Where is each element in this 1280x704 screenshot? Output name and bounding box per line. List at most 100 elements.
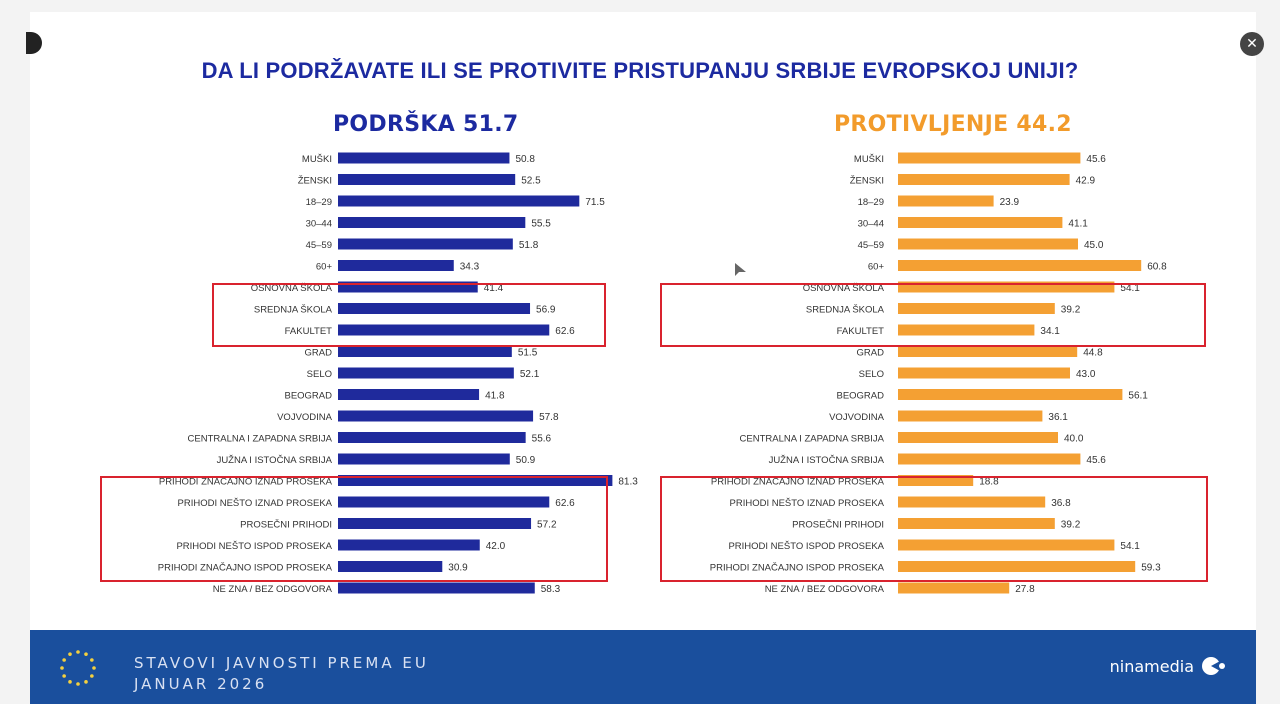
- support-category-label: PRIHODI NEŠTO ISPOD PROSEKA: [176, 541, 332, 552]
- oppose-category-label: FAKULTET: [837, 326, 885, 337]
- oppose-category-label: PRIHODI ZNAČAJNO ISPOD PROSEKA: [710, 563, 885, 574]
- support-bar: [338, 217, 526, 228]
- footer-date: JANUAR 2026: [134, 675, 268, 693]
- oppose-bar: [898, 346, 1078, 357]
- support-category-label: OSNOVNA ŠKOLA: [251, 283, 333, 294]
- oppose-category-label: 45–59: [858, 240, 884, 251]
- support-value-label: 41.4: [484, 283, 504, 294]
- support-category-label: 60+: [316, 262, 333, 273]
- oppose-value-label: 18.8: [979, 477, 999, 488]
- eu-stars-icon: [60, 650, 96, 686]
- support-value-label: 58.3: [541, 584, 561, 595]
- oppose-category-label: VOJVODINA: [829, 412, 885, 423]
- oppose-value-label: 43.0: [1076, 369, 1096, 380]
- support-category-label: PRIHODI ZNAČAJNO ISPOD PROSEKA: [158, 563, 333, 574]
- support-bar: [338, 410, 534, 422]
- previous-slide-icon[interactable]: [26, 32, 42, 54]
- oppose-category-label: BEOGRAD: [836, 391, 884, 402]
- support-bar: [338, 561, 443, 572]
- support-bar: [338, 238, 513, 250]
- support-value-label: 41.8: [485, 391, 505, 402]
- eu-star: [84, 680, 88, 684]
- support-value-label: 56.9: [536, 305, 556, 316]
- slide: ✕: [26, 12, 1264, 704]
- support-category-label: PROSEČNI PRIHODI: [240, 520, 332, 531]
- oppose-value-label: 23.9: [1000, 197, 1020, 208]
- oppose-bar: [898, 217, 1063, 228]
- eu-star: [62, 674, 66, 678]
- support-value-label: 55.5: [531, 219, 551, 230]
- oppose-bar: [898, 152, 1081, 164]
- support-bar: [338, 539, 480, 551]
- close-icon[interactable]: ✕: [1240, 32, 1264, 56]
- support-bar: [338, 303, 531, 314]
- eu-star: [90, 674, 94, 678]
- support-bar: [338, 582, 535, 594]
- oppose-bar: [898, 367, 1070, 379]
- support-bar: [338, 518, 532, 529]
- support-bar: [338, 389, 480, 400]
- support-value-label: 57.8: [539, 412, 559, 423]
- oppose-value-label: 45.6: [1086, 455, 1106, 466]
- oppose-category-label: 60+: [868, 262, 885, 273]
- oppose-bar: [898, 410, 1043, 422]
- footer: STAVOVI JAVNOSTI PREMA EU JANUAR 2026 ni…: [30, 630, 1256, 704]
- page-title: DA LI PODRŽAVATE ILI SE PROTIVITE PRISTU…: [201, 58, 1079, 83]
- oppose-bar: [898, 475, 974, 486]
- oppose-category-label: GRAD: [857, 348, 885, 359]
- support-value-label: 81.3: [618, 477, 638, 488]
- support-bar: [338, 475, 613, 486]
- oppose-category-label: PRIHODI ZNAČAJNO IZNAD PROSEKA: [711, 477, 885, 488]
- support-category-label: 18–29: [306, 197, 332, 208]
- oppose-category-label: SREDNJA ŠKOLA: [806, 305, 885, 316]
- support-category-label: SREDNJA ŠKOLA: [254, 305, 333, 316]
- oppose-bar: [898, 496, 1046, 508]
- oppose-value-label: 39.2: [1061, 305, 1081, 316]
- support-bar: [338, 260, 454, 271]
- support-bar: [338, 432, 526, 443]
- eu-star: [68, 680, 72, 684]
- footer-title: STAVOVI JAVNOSTI PREMA EU: [134, 654, 429, 672]
- support-category-label: FAKULTET: [285, 326, 333, 337]
- support-value-label: 71.5: [585, 197, 605, 208]
- oppose-value-label: 45.6: [1086, 154, 1106, 165]
- eu-star: [92, 666, 96, 670]
- oppose-value-label: 34.1: [1040, 326, 1060, 337]
- ninamedia-logo-icon: [1202, 657, 1225, 675]
- oppose-category-label: JUŽNA I ISTOČNA SRBIJA: [769, 455, 885, 466]
- oppose-bar: [898, 260, 1142, 271]
- support-value-label: 62.6: [555, 498, 575, 509]
- support-category-label: CENTRALNA I ZAPADNA SRBIJA: [188, 434, 333, 445]
- oppose-category-label: 18–29: [858, 197, 884, 208]
- oppose-panel-title: PROTIVLJENJE 44.2: [834, 112, 1072, 137]
- oppose-category-label: 30–44: [858, 219, 884, 230]
- support-category-label: BEOGRAD: [284, 391, 332, 402]
- brand-logo: ninamedia: [1110, 656, 1226, 676]
- oppose-bar: [898, 518, 1055, 529]
- support-value-label: 51.5: [518, 348, 538, 359]
- support-category-label: NE ZNA / BEZ ODGOVORA: [213, 584, 333, 595]
- oppose-category-label: CENTRALNA I ZAPADNA SRBIJA: [740, 434, 885, 445]
- support-value-label: 50.9: [516, 455, 536, 466]
- oppose-bar: [898, 432, 1058, 443]
- oppose-value-label: 40.0: [1064, 434, 1084, 445]
- oppose-value-label: 42.9: [1076, 176, 1096, 187]
- support-value-label: 34.3: [460, 262, 480, 273]
- oppose-value-label: 39.2: [1061, 520, 1081, 531]
- support-bar: [338, 152, 510, 164]
- support-value-label: 50.8: [515, 154, 535, 165]
- eu-star: [62, 658, 66, 662]
- oppose-bar: [898, 303, 1055, 314]
- support-category-label: 30–44: [306, 219, 332, 230]
- oppose-bar: [898, 324, 1035, 336]
- support-category-label: 45–59: [306, 240, 332, 251]
- oppose-value-label: 54.1: [1120, 283, 1140, 294]
- support-bar: [338, 195, 580, 207]
- eu-star: [90, 658, 94, 662]
- support-panel-title: PODRŠKA 51.7: [333, 112, 519, 137]
- oppose-value-label: 36.1: [1048, 412, 1068, 423]
- oppose-category-label: SELO: [859, 369, 884, 380]
- oppose-bar: [898, 582, 1010, 594]
- support-category-label: VOJVODINA: [277, 412, 333, 423]
